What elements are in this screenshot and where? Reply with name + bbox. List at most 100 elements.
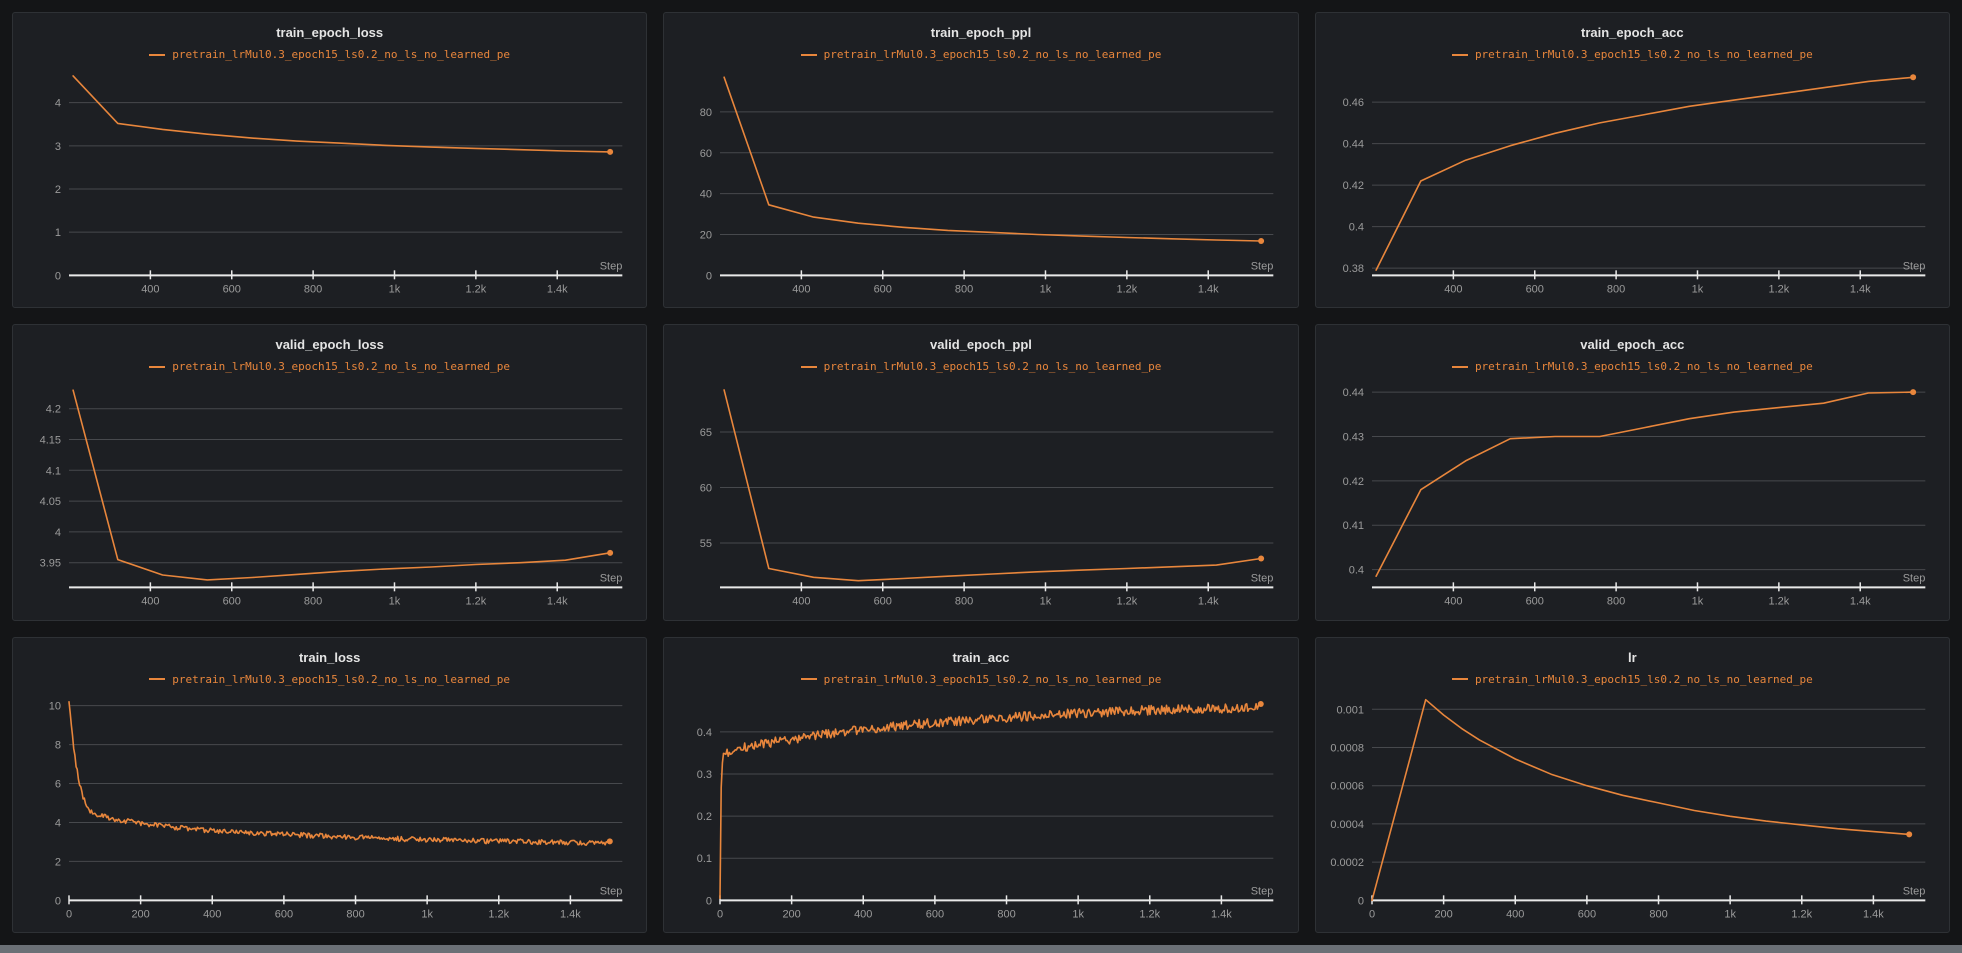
svg-text:6: 6 xyxy=(55,778,61,790)
svg-text:600: 600 xyxy=(874,283,892,295)
chart-panel-lr[interactable]: lr pretrain_lrMul0.3_epoch15_ls0.2_no_ls… xyxy=(1314,636,1950,933)
svg-text:Step: Step xyxy=(600,573,623,585)
svg-text:8: 8 xyxy=(55,739,61,751)
svg-text:600: 600 xyxy=(1525,596,1543,608)
svg-text:400: 400 xyxy=(793,283,811,295)
svg-text:0.46: 0.46 xyxy=(1342,97,1363,109)
svg-text:600: 600 xyxy=(926,908,944,920)
legend-run-label: pretrain_lrMul0.3_epoch15_ls0.2_no_ls_no… xyxy=(172,360,511,374)
chart-panel-valid_epoch_ppl[interactable]: valid_epoch_ppl pretrain_lrMul0.3_epoch1… xyxy=(663,324,1299,621)
legend-line-icon xyxy=(800,53,817,56)
svg-text:1k: 1k xyxy=(1040,596,1052,608)
svg-text:0.42: 0.42 xyxy=(1342,180,1363,192)
legend-line-icon xyxy=(1451,365,1468,368)
svg-text:4: 4 xyxy=(55,98,61,110)
chart-title: train_epoch_acc xyxy=(1581,25,1684,40)
chart-canvas-valid_epoch_acc[interactable]: 0.4 0.41 0.42 0.43 0.44 400 600 800 1k 1.2k 1.4k St… xyxy=(1324,373,1941,613)
svg-text:800: 800 xyxy=(1607,596,1625,608)
svg-text:55: 55 xyxy=(700,538,712,550)
svg-text:1.2k: 1.2k xyxy=(1768,283,1789,295)
legend-line-icon xyxy=(1451,53,1468,56)
svg-text:600: 600 xyxy=(1577,908,1595,920)
svg-text:400: 400 xyxy=(1506,908,1524,920)
svg-text:1.4k: 1.4k xyxy=(1849,596,1870,608)
svg-text:400: 400 xyxy=(141,596,159,608)
chart-panel-train_loss[interactable]: train_loss pretrain_lrMul0.3_epoch15_ls0… xyxy=(12,636,648,933)
chart-legend[interactable]: pretrain_lrMul0.3_epoch15_ls0.2_no_ls_no… xyxy=(672,360,1289,373)
svg-text:0: 0 xyxy=(1358,895,1364,907)
svg-text:1.4k: 1.4k xyxy=(1849,283,1870,295)
svg-text:800: 800 xyxy=(346,908,364,920)
svg-text:0: 0 xyxy=(706,270,712,282)
chart-canvas-train_epoch_loss[interactable]: 0 1 2 3 4 400 600 800 1k 1.2k 1.4k Step xyxy=(21,61,638,301)
svg-text:0.0002: 0.0002 xyxy=(1330,857,1364,869)
chart-legend[interactable]: pretrain_lrMul0.3_epoch15_ls0.2_no_ls_no… xyxy=(672,673,1289,686)
chart-canvas-valid_epoch_ppl[interactable]: 55 60 65 400 600 800 1k 1.2k 1.4k Step xyxy=(672,373,1289,613)
svg-text:0.2: 0.2 xyxy=(697,811,712,823)
chart-canvas-train_epoch_ppl[interactable]: 0 20 40 60 80 400 600 800 1k 1.2k 1.4k Step xyxy=(672,61,1289,301)
svg-text:1.4k: 1.4k xyxy=(560,908,581,920)
horizontal-scrollbar[interactable] xyxy=(0,945,1962,953)
svg-text:0.4: 0.4 xyxy=(1348,222,1363,234)
svg-text:Step: Step xyxy=(1902,260,1925,272)
legend-run-label: pretrain_lrMul0.3_epoch15_ls0.2_no_ls_no… xyxy=(172,672,511,686)
legend-line-icon xyxy=(149,53,166,56)
svg-text:800: 800 xyxy=(304,596,322,608)
svg-text:4.15: 4.15 xyxy=(40,435,61,447)
svg-text:800: 800 xyxy=(998,908,1016,920)
chart-canvas-train_loss[interactable]: 0 2 4 6 8 10 0 200 400 600 800 1k 1.2k 1.4k Step xyxy=(21,686,638,926)
chart-panel-valid_epoch_acc[interactable]: valid_epoch_acc pretrain_lrMul0.3_epoch1… xyxy=(1314,324,1950,621)
chart-panel-train_epoch_loss[interactable]: train_epoch_loss pretrain_lrMul0.3_epoch… xyxy=(12,12,648,309)
svg-text:1.4k: 1.4k xyxy=(547,283,568,295)
chart-canvas-lr[interactable]: 0 0.0002 0.0004 0.0006 0.0008 0.001 0 200 400 600… xyxy=(1324,686,1941,926)
chart-legend[interactable]: pretrain_lrMul0.3_epoch15_ls0.2_no_ls_no… xyxy=(21,48,638,61)
svg-text:400: 400 xyxy=(141,283,159,295)
chart-panel-train_acc[interactable]: train_acc pretrain_lrMul0.3_epoch15_ls0.… xyxy=(663,636,1299,933)
svg-text:60: 60 xyxy=(700,483,712,495)
svg-text:400: 400 xyxy=(203,908,221,920)
svg-text:20: 20 xyxy=(700,229,712,241)
svg-text:200: 200 xyxy=(131,908,149,920)
legend-run-label: pretrain_lrMul0.3_epoch15_ls0.2_no_ls_no… xyxy=(823,672,1162,686)
legend-line-icon xyxy=(800,678,817,681)
svg-text:0.44: 0.44 xyxy=(1342,387,1363,399)
legend-run-label: pretrain_lrMul0.3_epoch15_ls0.2_no_ls_no… xyxy=(823,360,1162,374)
svg-text:1k: 1k xyxy=(389,283,401,295)
chart-legend[interactable]: pretrain_lrMul0.3_epoch15_ls0.2_no_ls_no… xyxy=(21,673,638,686)
svg-text:600: 600 xyxy=(275,908,293,920)
svg-text:3.95: 3.95 xyxy=(40,558,61,570)
chart-panel-train_epoch_ppl[interactable]: train_epoch_ppl pretrain_lrMul0.3_epoch1… xyxy=(663,12,1299,309)
chart-canvas-valid_epoch_loss[interactable]: 3.95 4 4.05 4.1 4.15 4.2 400 600 800 1k 1.2k 1.4k St… xyxy=(21,373,638,613)
svg-text:1.4k: 1.4k xyxy=(1198,596,1219,608)
svg-text:400: 400 xyxy=(854,908,872,920)
chart-legend[interactable]: pretrain_lrMul0.3_epoch15_ls0.2_no_ls_no… xyxy=(1324,360,1941,373)
chart-title: lr xyxy=(1627,649,1637,665)
chart-panel-valid_epoch_loss[interactable]: valid_epoch_loss pretrain_lrMul0.3_epoch… xyxy=(12,324,648,621)
svg-text:2: 2 xyxy=(55,184,61,196)
chart-legend[interactable]: pretrain_lrMul0.3_epoch15_ls0.2_no_ls_no… xyxy=(1324,673,1941,686)
svg-text:4.2: 4.2 xyxy=(46,404,61,416)
chart-legend[interactable]: pretrain_lrMul0.3_epoch15_ls0.2_no_ls_no… xyxy=(1324,48,1941,61)
svg-text:800: 800 xyxy=(1649,908,1667,920)
svg-text:0.3: 0.3 xyxy=(697,769,712,781)
svg-text:80: 80 xyxy=(700,107,712,119)
svg-text:0.0006: 0.0006 xyxy=(1330,780,1364,792)
legend-run-label: pretrain_lrMul0.3_epoch15_ls0.2_no_ls_no… xyxy=(172,48,511,61)
svg-text:Step: Step xyxy=(1902,885,1925,897)
chart-legend[interactable]: pretrain_lrMul0.3_epoch15_ls0.2_no_ls_no… xyxy=(21,360,638,373)
svg-text:800: 800 xyxy=(1607,283,1625,295)
chart-canvas-train_acc[interactable]: 0 0.1 0.2 0.3 0.4 0 200 400 600 800 1k 1.2k 1.4k Step xyxy=(672,686,1289,926)
svg-text:Step: Step xyxy=(1251,885,1274,897)
svg-text:1.4k: 1.4k xyxy=(547,596,568,608)
svg-text:0: 0 xyxy=(717,908,723,920)
chart-legend[interactable]: pretrain_lrMul0.3_epoch15_ls0.2_no_ls_no… xyxy=(672,48,1289,61)
svg-text:1.2k: 1.2k xyxy=(465,596,486,608)
chart-panel-train_epoch_acc[interactable]: train_epoch_acc pretrain_lrMul0.3_epoch1… xyxy=(1314,12,1950,309)
legend-line-icon xyxy=(149,678,166,681)
svg-text:1k: 1k xyxy=(389,596,401,608)
chart-canvas-train_epoch_acc[interactable]: 0.38 0.4 0.42 0.44 0.46 400 600 800 1k 1.2k 1.4k St… xyxy=(1324,61,1941,301)
svg-text:200: 200 xyxy=(1434,908,1452,920)
svg-text:1.2k: 1.2k xyxy=(1140,908,1161,920)
chart-title: train_epoch_ppl xyxy=(930,25,1032,40)
